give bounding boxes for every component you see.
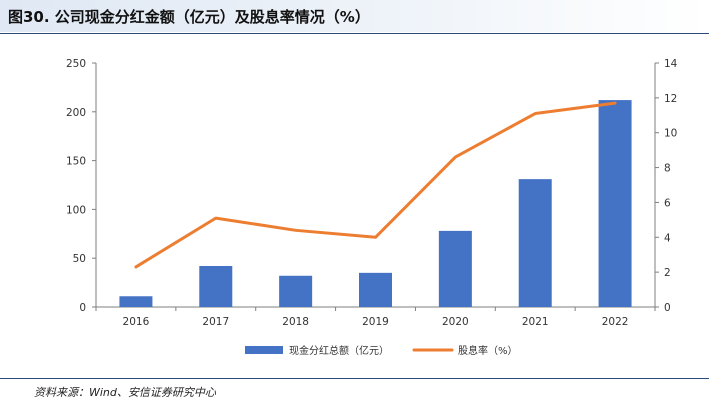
x-tick-label: 2021 bbox=[522, 316, 549, 328]
bar bbox=[438, 230, 472, 307]
series-line bbox=[134, 101, 617, 269]
footer-divider bbox=[0, 378, 709, 379]
x-tick-label: 2018 bbox=[282, 316, 309, 328]
bar bbox=[518, 179, 552, 307]
bar bbox=[199, 266, 233, 307]
title-divider bbox=[0, 33, 709, 34]
source-note: 资料来源：Wind、安信证券研究中心 bbox=[34, 386, 216, 399]
right-tick-label: 2 bbox=[664, 267, 671, 279]
bar bbox=[359, 272, 392, 307]
legend-label-line: 股息率（%） bbox=[458, 344, 518, 357]
right-tick-label: 4 bbox=[664, 232, 671, 244]
right-tick-label: 14 bbox=[664, 58, 678, 70]
x-tick-label: 2020 bbox=[442, 316, 469, 328]
left-tick-label: 0 bbox=[79, 302, 86, 314]
bar bbox=[598, 100, 632, 307]
left-tick-label: 200 bbox=[66, 107, 86, 119]
bar bbox=[119, 296, 153, 307]
left-tick-label: 250 bbox=[66, 58, 86, 70]
left-tick-label: 100 bbox=[66, 204, 86, 216]
left-tick-label: 50 bbox=[73, 253, 86, 265]
right-tick-label: 8 bbox=[664, 163, 671, 175]
right-tick-label: 0 bbox=[664, 302, 671, 314]
right-tick-label: 10 bbox=[664, 128, 677, 140]
right-tick-label: 6 bbox=[664, 197, 671, 209]
x-tick-label: 2017 bbox=[202, 316, 229, 328]
title-bar bbox=[0, 0, 709, 32]
right-tick-label: 12 bbox=[664, 93, 677, 105]
x-tick-label: 2016 bbox=[123, 316, 150, 328]
legend-label-bar: 现金分红总额（亿元） bbox=[289, 344, 389, 357]
x-tick-label: 2022 bbox=[602, 316, 629, 328]
x-tick-label: 2019 bbox=[362, 316, 389, 328]
legend-swatch-bar bbox=[245, 346, 283, 354]
bar bbox=[279, 275, 313, 307]
chart-title: 图30. 公司现金分红金额（亿元）及股息率情况（%） bbox=[8, 8, 370, 26]
left-tick-label: 150 bbox=[66, 156, 86, 168]
